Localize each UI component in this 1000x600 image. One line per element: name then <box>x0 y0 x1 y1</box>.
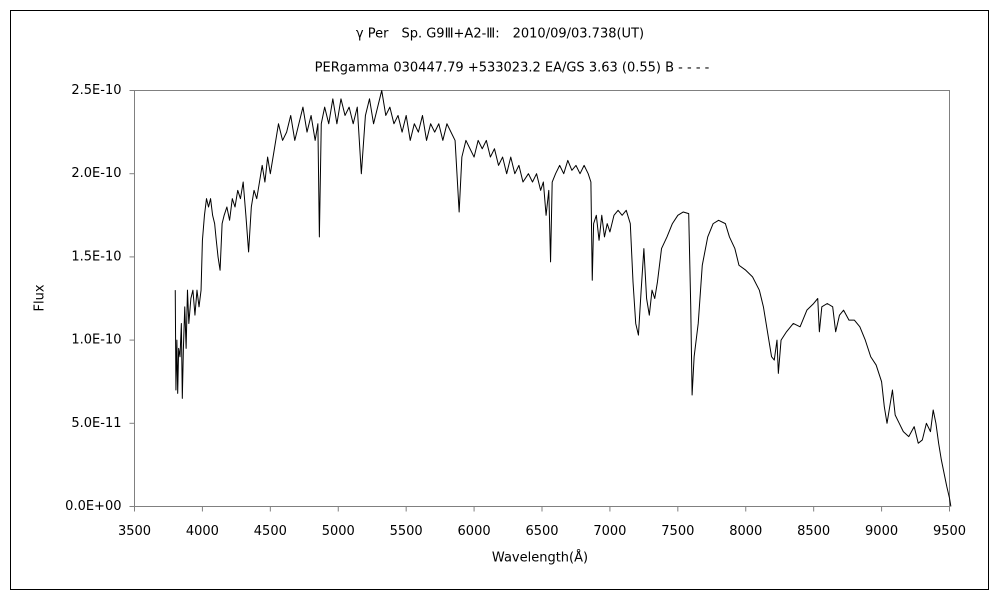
x-tick-label: 5000 <box>322 524 355 539</box>
y-tick-label: 1.5E-10 <box>71 249 121 264</box>
spectrum-line <box>174 90 952 507</box>
chart-frame <box>10 10 989 590</box>
y-axis-label: Flux <box>33 284 48 311</box>
x-tick-label: 9500 <box>933 524 966 539</box>
x-tick-label: 9000 <box>865 524 898 539</box>
y-tick-label: 0.0E+00 <box>65 499 121 514</box>
x-tick-label: 8000 <box>729 524 762 539</box>
chart-title: γ Per Sp. G9Ⅲ+A2-Ⅲ: 2010/09/03.738(UT) <box>356 27 644 42</box>
x-tick-label: 5500 <box>390 524 423 539</box>
x-tick-label: 6500 <box>525 524 558 539</box>
x-tick-label: 7500 <box>661 524 694 539</box>
x-axis-label: Wavelength(Å) <box>492 550 588 566</box>
x-tick-label: 3500 <box>118 524 151 539</box>
y-tick-label: 2.0E-10 <box>71 166 121 181</box>
x-tick-label: 4500 <box>254 524 287 539</box>
y-tick-label: 1.0E-10 <box>71 333 121 348</box>
y-tick-label: 5.0E-11 <box>71 416 121 431</box>
x-tick-label: 7000 <box>593 524 626 539</box>
x-tick-label: 6000 <box>458 524 491 539</box>
x-tick-label: 4000 <box>186 524 219 539</box>
x-tick-label: 8500 <box>797 524 830 539</box>
y-tick-label: 2.5E-10 <box>71 83 121 98</box>
chart-subtitle: PERgamma 030447.79 +533023.2 EA/GS 3.63 … <box>315 61 710 76</box>
